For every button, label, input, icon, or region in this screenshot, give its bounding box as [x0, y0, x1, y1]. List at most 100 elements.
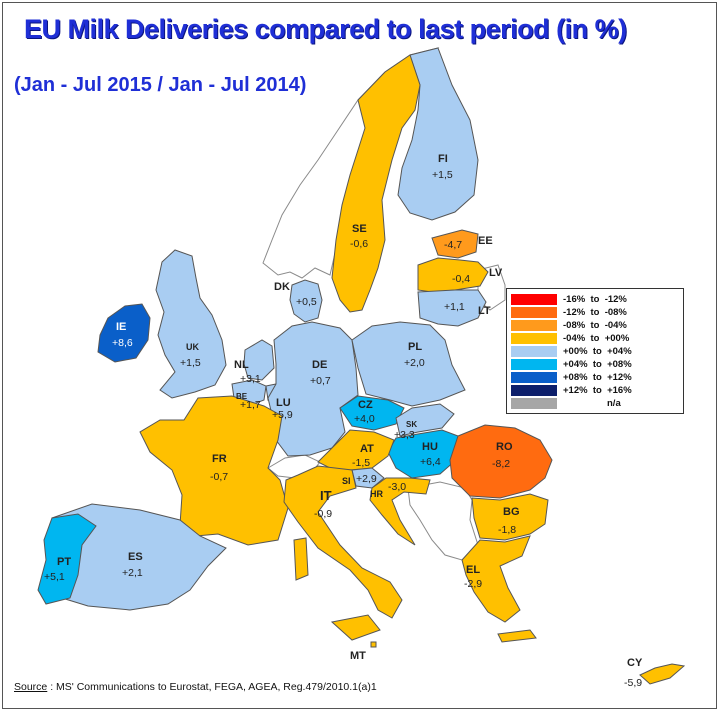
legend: -16% to -12% -12% to -08% -08% to -04% -… [506, 288, 684, 414]
label-lu-value: +5,9 [272, 409, 293, 421]
label-sk-code: SK [406, 420, 417, 429]
country-sardinia [293, 537, 309, 581]
country-it [283, 465, 403, 619]
label-it-value: -0,9 [314, 508, 332, 520]
label-lv-value: -0,4 [452, 273, 470, 285]
country-ee [431, 229, 479, 259]
country-cy [639, 663, 686, 685]
country-fi [397, 47, 479, 221]
legend-swatch [511, 398, 557, 409]
label-pl-value: +2,0 [404, 357, 425, 369]
legend-item: +12% to +16% [511, 384, 681, 397]
label-nl-value: +3,1 [240, 373, 261, 385]
label-fr-code: FR [212, 453, 227, 465]
legend-label: n/a [607, 398, 621, 409]
label-ie-value: +8,6 [112, 337, 133, 349]
page-title: EU Milk Deliveries compared to last peri… [24, 14, 627, 44]
label-nl-code: NL [234, 359, 249, 371]
legend-label: +08% to +12% [563, 372, 632, 383]
label-uk-code: UK [186, 342, 199, 352]
legend-item: +04% to +08% [511, 358, 681, 371]
label-fr-value: -0,7 [210, 471, 228, 483]
label-it-code: IT [320, 488, 332, 503]
label-bg-value: -1,8 [498, 524, 516, 536]
legend-swatch [511, 372, 557, 383]
country-el [461, 535, 531, 623]
label-es-code: ES [128, 551, 143, 563]
label-ro-value: -8,2 [492, 458, 510, 470]
country-mt [370, 641, 377, 648]
label-si-value: +2,9 [356, 473, 377, 485]
legend-swatch [511, 385, 557, 396]
legend-swatch [511, 307, 557, 318]
label-be-code: BE [236, 392, 248, 401]
eu-countries [37, 47, 686, 685]
label-be-value: +1,7 [240, 399, 261, 411]
label-lv-code: LV [489, 267, 503, 279]
label-se-value: -0,6 [350, 238, 368, 250]
country-se [331, 54, 421, 313]
label-ee-value: -4,7 [444, 239, 462, 251]
legend-item: -08% to -04% [511, 319, 681, 332]
label-cz-value: +4,0 [354, 413, 375, 425]
label-el-value: -2,9 [464, 578, 482, 590]
label-cy-code: CY [627, 657, 643, 669]
legend-swatch [511, 333, 557, 344]
label-ee-code: EE [478, 235, 493, 247]
label-at-code: AT [360, 443, 374, 455]
country-lv [417, 257, 489, 293]
legend-label: -12% to -08% [563, 307, 627, 318]
country-crete [497, 629, 537, 643]
label-hr-value: -3,0 [388, 481, 406, 493]
label-es-value: +2,1 [122, 567, 143, 579]
label-sk-value: +3,3 [394, 429, 415, 441]
legend-item: +08% to +12% [511, 371, 681, 384]
country-pt [37, 513, 97, 605]
legend-item: n/a [511, 397, 681, 410]
label-pt-code: PT [57, 556, 71, 568]
country-hr [369, 477, 431, 546]
label-hr-code: HR [370, 489, 383, 499]
label-uk-value: +1,5 [180, 357, 201, 369]
country-bg [471, 493, 549, 541]
label-fi-value: +1,5 [432, 169, 453, 181]
legend-label: +04% to +08% [563, 359, 632, 370]
legend-swatch [511, 294, 557, 305]
legend-item: -04% to +00% [511, 332, 681, 345]
label-lt-value: +1,1 [444, 301, 465, 313]
country-ie [97, 303, 151, 363]
label-fi-code: FI [438, 153, 448, 165]
label-se-code: SE [352, 223, 367, 235]
country-pl [351, 321, 466, 407]
label-hu-value: +6,4 [420, 456, 441, 468]
label-at-value: -1,5 [352, 457, 370, 469]
source-text: : MS' Communications to Eurostat, FEGA, … [47, 681, 377, 693]
source-prefix: Source [14, 681, 48, 693]
label-de-code: DE [312, 359, 327, 371]
label-el-code: EL [466, 564, 480, 576]
legend-swatch [511, 320, 557, 331]
label-de-value: +0,7 [310, 375, 331, 387]
legend-label: +12% to +16% [563, 385, 632, 396]
country-de [267, 321, 359, 457]
label-hu-code: HU [422, 441, 438, 453]
legend-swatch [511, 346, 557, 357]
country-at [317, 429, 395, 471]
label-lt-code: LT [478, 305, 491, 317]
country-dk [289, 279, 323, 323]
label-bg-code: BG [503, 506, 520, 518]
legend-label: -08% to -04% [563, 320, 627, 331]
country-ro [449, 424, 553, 499]
legend-item: -12% to -08% [511, 306, 681, 319]
label-cy-value: -5,9 [624, 677, 642, 689]
legend-item: +00% to +04% [511, 345, 681, 358]
label-ie-code: IE [116, 321, 126, 333]
legend-label: -04% to +00% [563, 333, 630, 344]
legend-label: -16% to -12% [563, 294, 627, 305]
label-mt-code: MT [350, 650, 366, 662]
country-lt [417, 289, 487, 327]
legend-swatch [511, 359, 557, 370]
source-note: Source : MS' Communications to Eurostat,… [14, 681, 377, 693]
country-fr [139, 395, 289, 546]
